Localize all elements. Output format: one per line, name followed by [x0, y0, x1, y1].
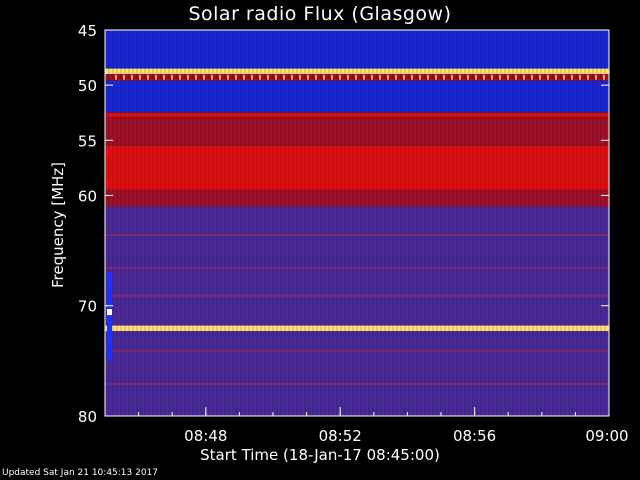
- speckle-mark: [275, 74, 277, 80]
- speckle-mark: [403, 74, 405, 80]
- texture-overlay: [105, 30, 609, 416]
- faint-band-line: [105, 349, 609, 352]
- faint-band-line: [105, 382, 609, 385]
- speckle-mark: [451, 74, 453, 80]
- speckle-mark: [235, 74, 237, 80]
- speckle-mark: [571, 74, 573, 80]
- speckle-mark: [123, 74, 125, 80]
- speckle-mark: [475, 74, 477, 80]
- speckle-mark: [435, 74, 437, 80]
- speckle-mark: [219, 74, 221, 80]
- speckle-mark: [547, 74, 549, 80]
- speckle-mark: [371, 74, 373, 80]
- y-tick-label: 50: [78, 77, 97, 95]
- edge-blob: [107, 272, 112, 361]
- x-tick-label: 08:56: [453, 427, 496, 445]
- speckle-mark: [259, 74, 261, 80]
- y-tick-label: 80: [78, 408, 97, 426]
- plot-frame: [104, 29, 610, 417]
- speckle-mark: [139, 74, 141, 80]
- faint-band-line: [105, 267, 609, 270]
- x-tick-label: 08:48: [184, 427, 227, 445]
- speckle-mark: [387, 74, 389, 80]
- y-tick-label: 55: [78, 132, 97, 150]
- speckle-mark: [211, 74, 213, 80]
- speckle-mark: [339, 74, 341, 80]
- speckle-mark: [227, 74, 229, 80]
- speckle-mark: [483, 74, 485, 80]
- speckle-mark: [307, 74, 309, 80]
- speckle-mark: [291, 74, 293, 80]
- speckle-mark: [267, 74, 269, 80]
- speckle-mark: [171, 74, 173, 80]
- speckle-mark: [523, 74, 525, 80]
- speckle-mark: [315, 74, 317, 80]
- speckle-mark: [163, 74, 165, 80]
- speckle-mark: [459, 74, 461, 80]
- speckle-mark: [411, 74, 413, 80]
- x-tick-label: 08:52: [319, 427, 362, 445]
- speckle-mark: [419, 74, 421, 80]
- speckle-mark: [203, 74, 205, 80]
- speckle-mark: [499, 74, 501, 80]
- x-axis-label: Start Time (18-Jan-17 08:45:00): [200, 446, 440, 464]
- edge-blob-peak: [107, 309, 112, 316]
- spectrogram-marks: [105, 74, 609, 385]
- y-axis-label: Frequency [MHz]: [49, 161, 67, 289]
- speckle-mark: [491, 74, 493, 80]
- updated-timestamp: Updated Sat Jan 21 10:45:13 2017: [2, 468, 159, 478]
- speckle-mark: [131, 74, 133, 80]
- speckle-mark: [587, 74, 589, 80]
- speckle-mark: [427, 74, 429, 80]
- y-tick-label: 60: [78, 187, 97, 205]
- faint-band-line: [105, 234, 609, 237]
- speckle-mark: [595, 74, 597, 80]
- speckle-mark: [507, 74, 509, 80]
- speckle-mark: [179, 74, 181, 80]
- speckle-mark: [187, 74, 189, 80]
- speckle-mark: [115, 74, 117, 80]
- speckle-mark: [147, 74, 149, 80]
- speckle-mark: [323, 74, 325, 80]
- speckle-mark: [355, 74, 357, 80]
- speckle-mark: [555, 74, 557, 80]
- speckle-mark: [347, 74, 349, 80]
- speckle-mark: [195, 74, 197, 80]
- speckle-mark: [379, 74, 381, 80]
- speckle-mark: [579, 74, 581, 80]
- speckle-mark: [251, 74, 253, 80]
- speckle-mark: [531, 74, 533, 80]
- faint-band-line: [105, 294, 609, 297]
- speckle-mark: [363, 74, 365, 80]
- speckle-mark: [467, 74, 469, 80]
- speckle-mark: [603, 74, 605, 80]
- speckle-mark: [283, 74, 285, 80]
- speckle-mark: [155, 74, 157, 80]
- y-tick-label: 70: [78, 298, 97, 316]
- speckle-mark: [243, 74, 245, 80]
- speckle-mark: [563, 74, 565, 80]
- speckle-mark: [299, 74, 301, 80]
- speckle-mark: [515, 74, 517, 80]
- speckle-mark: [331, 74, 333, 80]
- chart-title: Solar radio Flux (Glasgow): [188, 3, 452, 25]
- speckle-mark: [443, 74, 445, 80]
- x-tick-label: 09:00: [585, 427, 628, 445]
- speckle-mark: [395, 74, 397, 80]
- speckle-mark: [539, 74, 541, 80]
- y-tick-label: 45: [78, 22, 97, 40]
- axes: 45 50 55 60 70 80 08:48 08:52 08:56 09:00: [78, 22, 629, 445]
